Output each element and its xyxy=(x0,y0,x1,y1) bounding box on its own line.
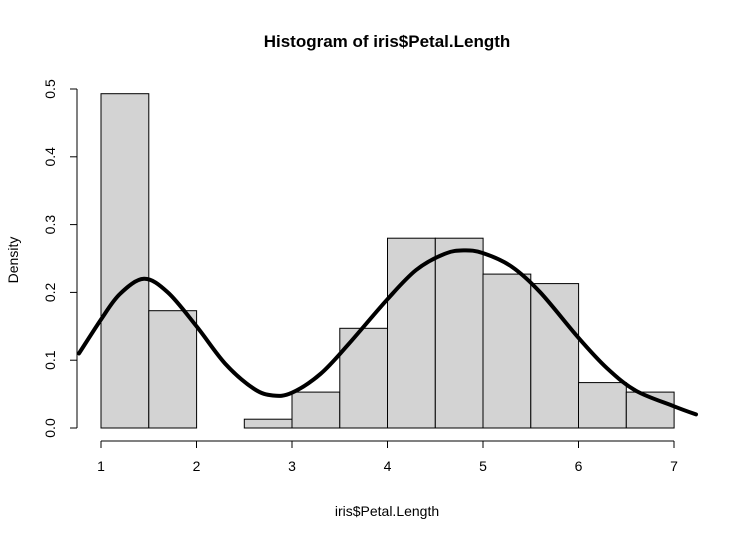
x-tick-label: 4 xyxy=(384,458,392,474)
x-tick-label: 5 xyxy=(479,458,487,474)
histogram-bar-4 xyxy=(291,391,341,429)
histogram-bar-10 xyxy=(578,382,627,429)
y-tick-label: 0.2 xyxy=(42,282,58,302)
histogram-bar-9 xyxy=(530,283,580,429)
x-axis: 1 2 3 4 5 6 7 xyxy=(97,440,678,474)
histogram-bar-3 xyxy=(243,418,293,429)
y-axis-label: Density xyxy=(5,237,21,284)
y-tick-label: 0.5 xyxy=(42,79,58,99)
histogram-bar-6 xyxy=(387,237,436,429)
chart-title: Histogram of iris$Petal.Length xyxy=(264,32,511,51)
x-tick-label: 6 xyxy=(575,458,583,474)
histogram-bar-7 xyxy=(434,237,484,429)
y-tick-label: 0.3 xyxy=(42,215,58,235)
x-tick-label: 7 xyxy=(670,458,678,474)
x-tick-label: 1 xyxy=(97,458,105,474)
y-tick-label: 0.1 xyxy=(42,350,58,370)
x-axis-label: iris$Petal.Length xyxy=(335,503,439,519)
x-tick-label: 3 xyxy=(288,458,296,474)
histogram-bars xyxy=(100,93,675,429)
y-tick-label: 0.0 xyxy=(42,418,58,438)
histogram-bar-8 xyxy=(482,273,532,429)
histogram-bar-0 xyxy=(100,93,150,429)
density-curve xyxy=(77,248,698,417)
y-tick-label: 0.4 xyxy=(42,147,58,167)
y-axis: 0.0 0.1 0.2 0.3 0.4 0.5 xyxy=(42,79,78,438)
histogram-bar-1 xyxy=(148,310,198,429)
x-tick-label: 2 xyxy=(193,458,201,474)
